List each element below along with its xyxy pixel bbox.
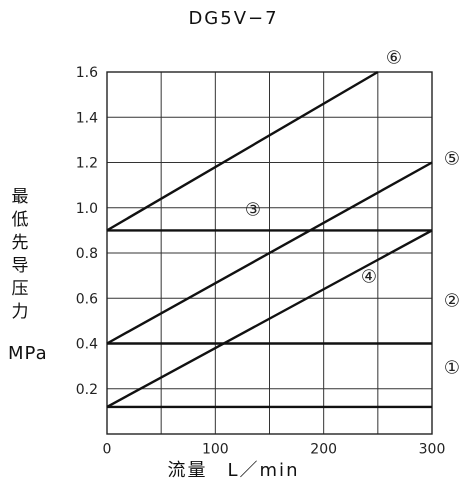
x-axis-label: 流量 L／min <box>167 460 300 481</box>
series-label: ① <box>444 358 460 379</box>
series-label: ⑤ <box>444 149 460 170</box>
series-line <box>106 70 379 232</box>
series-label: ④ <box>361 267 377 288</box>
y-tick-label: 0.4 <box>76 337 98 353</box>
y-tick-label: 0.6 <box>76 291 98 307</box>
y-tick-label: 0.2 <box>76 382 98 398</box>
series-line <box>106 161 433 345</box>
x-tick-label: 0 <box>103 442 112 458</box>
y-tick-label: 1.4 <box>76 110 98 126</box>
series-label: ② <box>444 291 460 312</box>
x-tick-label: 100 <box>202 442 229 458</box>
y-axis-label: 最低先导压力 <box>11 187 29 322</box>
series-line <box>106 229 433 408</box>
plot-frame <box>106 71 433 435</box>
y-tick-label: 1.2 <box>76 156 98 172</box>
x-tick-label: 300 <box>419 442 446 458</box>
chart-title: DG5V−7 <box>188 8 279 29</box>
y-tick-label: 1.6 <box>76 65 98 81</box>
y-tick-label: 0.8 <box>76 246 98 262</box>
y-tick-label: 1.0 <box>76 201 98 217</box>
series-label: ③ <box>245 200 261 221</box>
series-label: ⑥ <box>386 48 402 69</box>
x-tick-label: 200 <box>310 442 337 458</box>
y-axis-unit: MPa <box>8 343 48 364</box>
